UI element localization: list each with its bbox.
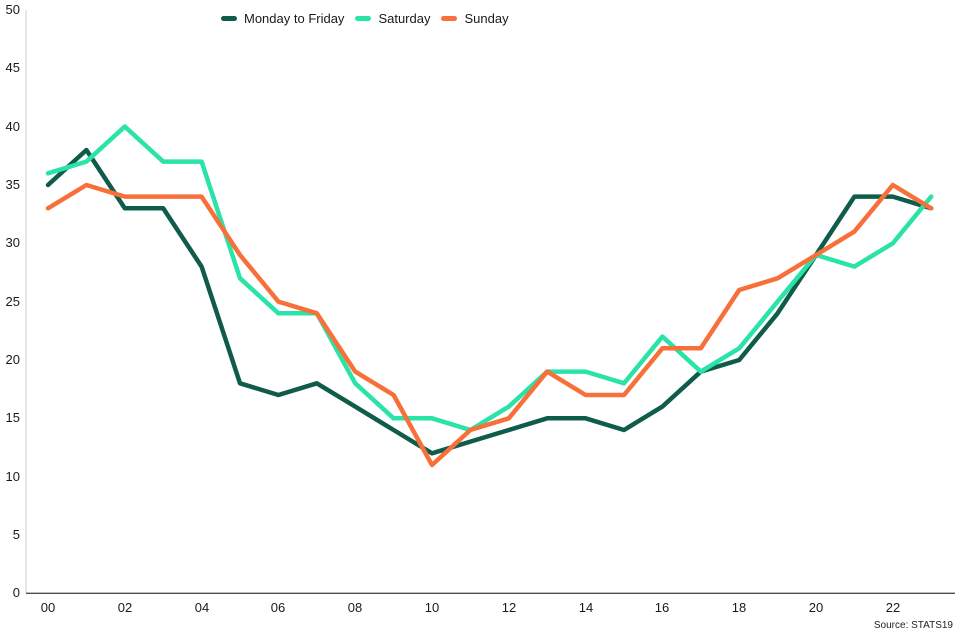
x-tick-label: 06 <box>270 600 286 615</box>
legend-label: Saturday <box>378 11 431 26</box>
x-tick-label: 02 <box>117 600 133 615</box>
x-tick-label: 04 <box>194 600 210 615</box>
legend-item: Sunday <box>441 11 509 26</box>
y-tick-label: 10 <box>5 469 20 484</box>
y-tick-label: 35 <box>5 177 20 192</box>
legend-item: Monday to Friday <box>221 11 344 26</box>
y-tick-label: 45 <box>5 60 20 75</box>
x-tick-label: 10 <box>424 600 440 615</box>
y-tick-label: 25 <box>5 294 20 309</box>
series-line <box>45 147 934 456</box>
x-tick-label: 22 <box>885 600 901 615</box>
legend-label: Sunday <box>464 11 509 26</box>
legend-swatch <box>441 16 458 21</box>
x-tick-label: 12 <box>501 600 517 615</box>
x-tick-label: 08 <box>347 600 363 615</box>
x-tick-label: 00 <box>40 600 56 615</box>
chart-legend: Monday to Friday Saturday Sunday <box>221 11 509 26</box>
legend-label: Monday to Friday <box>244 11 345 26</box>
y-tick-label: 20 <box>5 352 20 367</box>
y-tick-label: 50 <box>5 2 20 17</box>
y-tick-label: 15 <box>5 410 20 425</box>
series-line <box>45 182 934 468</box>
legend-swatch <box>355 16 372 21</box>
y-tick-label: 30 <box>5 235 20 250</box>
source-note: Source: STATS19 <box>873 620 953 631</box>
x-tick-label: 20 <box>808 600 824 615</box>
x-tick-label: 16 <box>654 600 670 615</box>
x-tick-label: 18 <box>731 600 747 615</box>
x-tick-label: 14 <box>578 600 594 615</box>
y-tick-label: 5 <box>12 527 20 542</box>
series-line <box>45 124 934 433</box>
legend-swatch <box>221 16 237 21</box>
y-tick-label: 40 <box>5 119 20 134</box>
y-tick-label: 0 <box>12 585 20 600</box>
legend-item: Saturday <box>355 11 430 26</box>
